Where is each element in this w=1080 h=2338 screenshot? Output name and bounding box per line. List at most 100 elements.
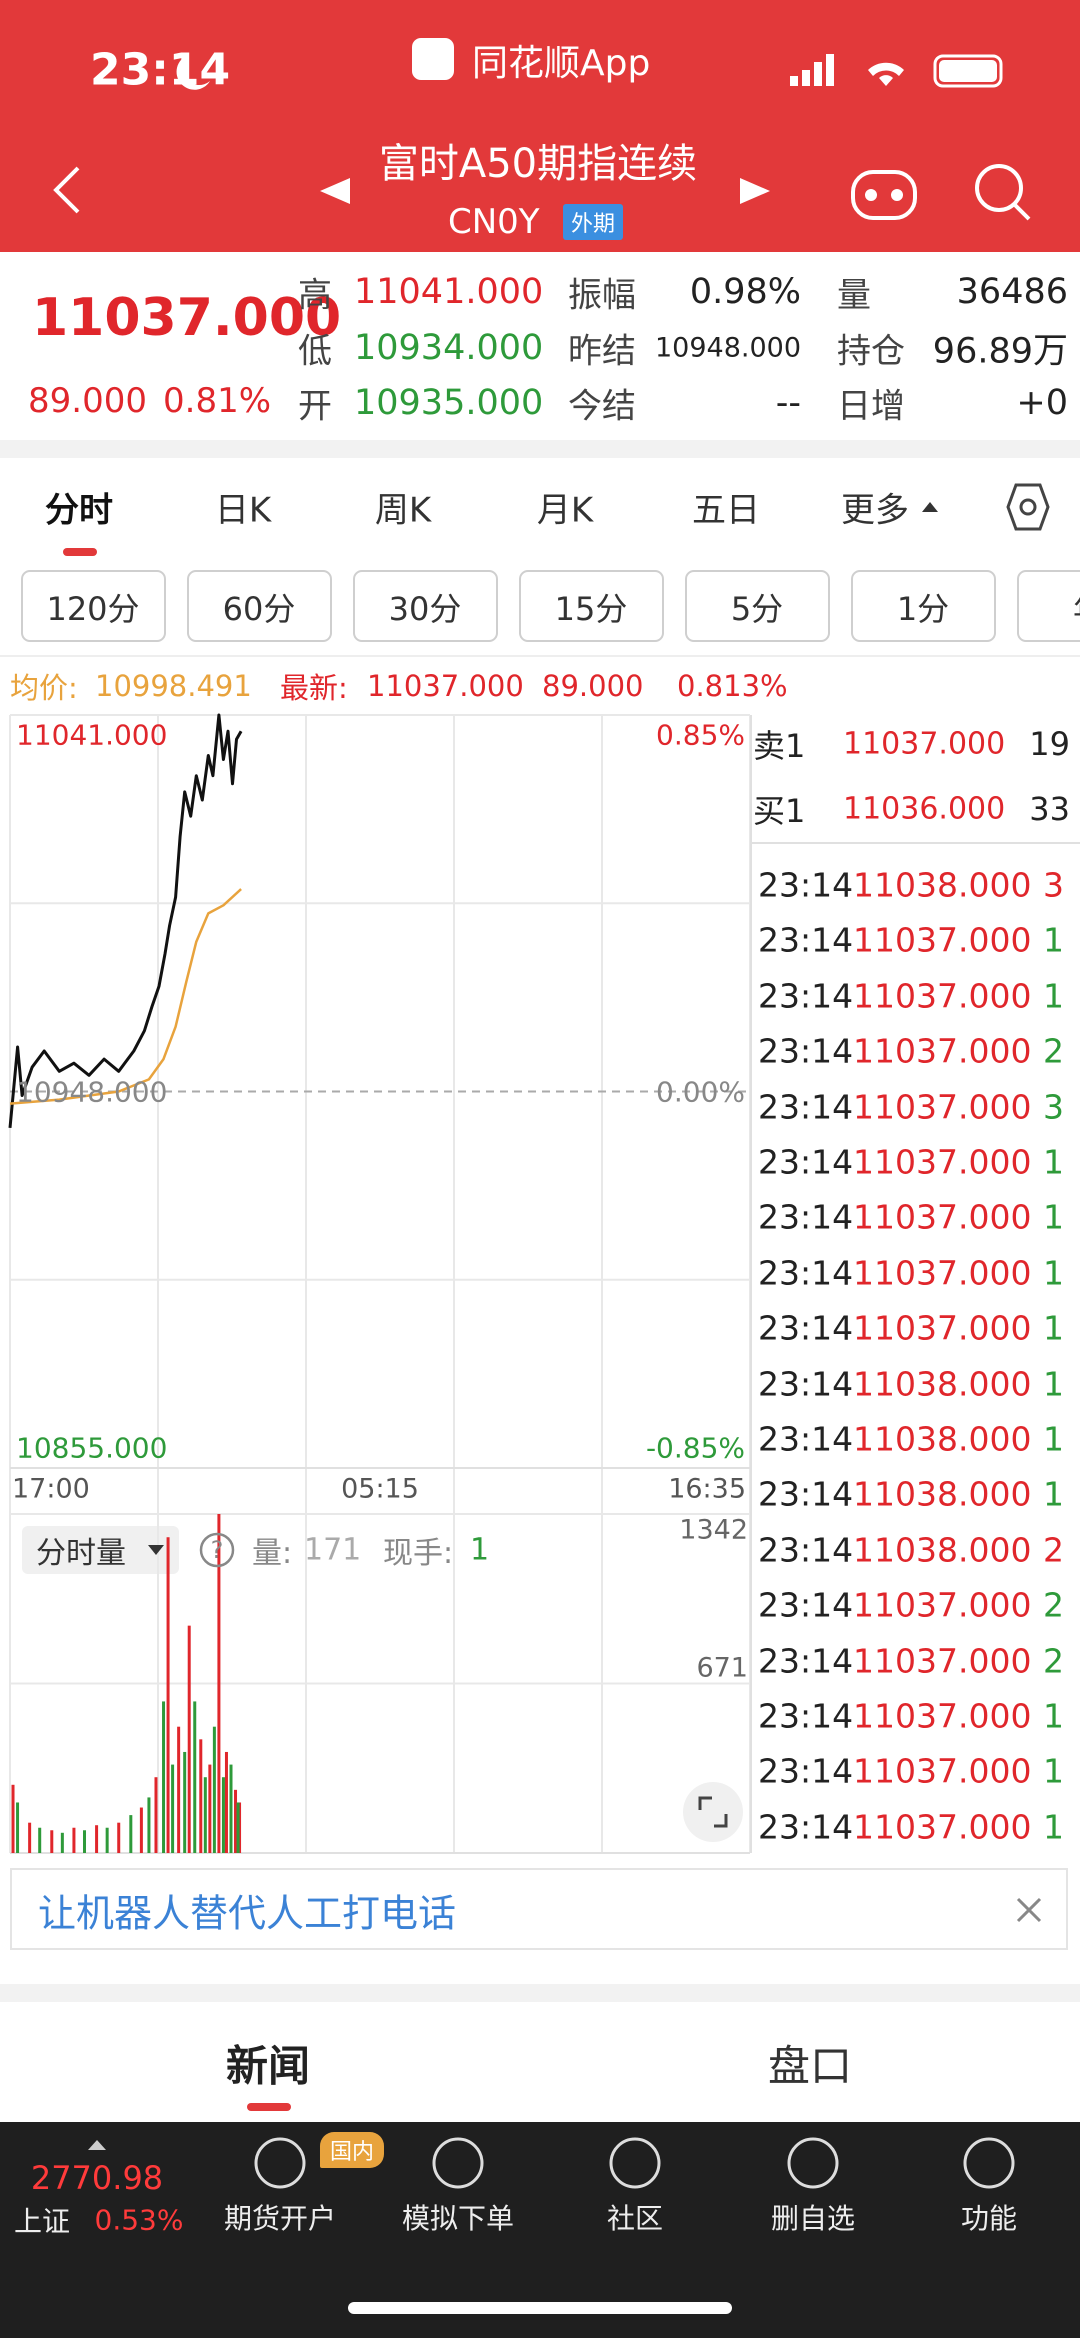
ad-text[interactable]: 让机器人替代人工打电话 bbox=[38, 1891, 457, 1936]
app-name: 同花顺App bbox=[472, 43, 651, 84]
trade-volume: 3 bbox=[1043, 1087, 1064, 1127]
price-line bbox=[8, 713, 243, 1129]
trade-price: 11037.000 bbox=[853, 976, 1032, 1016]
index-name[interactable]: 上证 bbox=[13, 2205, 71, 2238]
nav-icons[interactable] bbox=[53, 164, 1031, 221]
expand-button[interactable] bbox=[683, 1782, 743, 1842]
trade-volume: 1 bbox=[1043, 1142, 1064, 1182]
separator bbox=[0, 655, 1080, 657]
volume-bar bbox=[199, 1739, 203, 1853]
settings-icon[interactable] bbox=[1019, 498, 1037, 516]
nav-label[interactable]: 社区 bbox=[606, 2202, 664, 2235]
nav-icon[interactable] bbox=[787, 2137, 839, 2189]
trade-price: 11037.000 bbox=[853, 1751, 1032, 1791]
field-label: 高 bbox=[298, 275, 332, 316]
trade-volume: 2 bbox=[1043, 1530, 1064, 1570]
help-icon[interactable]: ? bbox=[210, 1536, 224, 1564]
market-badge: 外期 bbox=[563, 204, 624, 240]
interval-label[interactable]: 60分 bbox=[222, 590, 296, 628]
volume-bar bbox=[129, 1815, 133, 1853]
bottom-tab[interactable]: 盘口 bbox=[767, 2041, 853, 2091]
avg-price: 10998.491 bbox=[95, 669, 252, 703]
interval-chip[interactable] bbox=[1017, 570, 1080, 642]
index-pct[interactable]: 0.53% bbox=[94, 2203, 184, 2237]
trade-time: 23:14 bbox=[758, 1696, 854, 1736]
selector-arrow[interactable] bbox=[148, 1545, 164, 1555]
volume-bar bbox=[95, 1825, 99, 1853]
interval-label[interactable]: 年 bbox=[1073, 584, 1080, 630]
nav-label[interactable]: 期货开户 bbox=[223, 2202, 337, 2235]
volume-bar bbox=[187, 1625, 191, 1853]
trade-time: 23:14 bbox=[758, 1308, 854, 1348]
close-icon[interactable] bbox=[1016, 1897, 1042, 1923]
bottom-tab[interactable]: 新闻 bbox=[225, 2041, 311, 2091]
interval-chip[interactable] bbox=[519, 570, 664, 642]
settings-icon[interactable] bbox=[1006, 483, 1050, 531]
trade-price: 11037.000 bbox=[853, 1585, 1032, 1625]
interval-chip[interactable] bbox=[685, 570, 830, 642]
trade-time: 23:14 bbox=[758, 1641, 854, 1681]
interval-chip[interactable] bbox=[851, 570, 996, 642]
trade-time: 23:14 bbox=[758, 1087, 854, 1127]
price-line bbox=[9, 888, 242, 1105]
help-circle[interactable] bbox=[199, 1532, 235, 1568]
trade-volume: 2 bbox=[1043, 1585, 1064, 1625]
nav-icon[interactable] bbox=[963, 2137, 1015, 2189]
interval-label[interactable]: 120分 bbox=[46, 590, 140, 628]
latest-price: 11037.000 bbox=[367, 669, 524, 703]
volume-bar bbox=[11, 1784, 15, 1853]
field-value: +0 bbox=[1016, 383, 1068, 423]
expand-icon[interactable] bbox=[698, 1796, 728, 1828]
trade-price: 11037.000 bbox=[853, 1031, 1032, 1071]
field-label: 振幅 bbox=[568, 275, 636, 316]
interval-label[interactable]: 15分 bbox=[554, 590, 628, 628]
chart-tab[interactable]: 日K bbox=[214, 490, 272, 531]
y-tick-label: 671 bbox=[696, 1652, 748, 1683]
volume-selector[interactable]: 分时量 bbox=[36, 1536, 126, 1571]
interval-chip[interactable] bbox=[21, 570, 166, 642]
volume-bar bbox=[171, 1764, 175, 1853]
volume-bar bbox=[212, 1726, 216, 1853]
interval-label[interactable]: 5分 bbox=[730, 590, 784, 628]
volume-bar bbox=[154, 1777, 158, 1853]
trade-price: 11038.000 bbox=[853, 1364, 1032, 1404]
y2-tick-label: 0.00% bbox=[656, 1075, 745, 1108]
nav-label[interactable]: 模拟下单 bbox=[401, 2202, 515, 2235]
field-value: 10934.000 bbox=[354, 328, 544, 368]
ad-box[interactable] bbox=[10, 1868, 1068, 1950]
x-tick-label: 05:15 bbox=[341, 1473, 419, 1505]
chart-tab[interactable]: 月K bbox=[536, 490, 594, 531]
y2-tick-label: 0.85% bbox=[656, 718, 745, 752]
trade-price: 11037.000 bbox=[853, 1308, 1032, 1348]
header-bg bbox=[0, 0, 1080, 252]
more-arrow[interactable] bbox=[922, 502, 938, 512]
chart-tab[interactable]: 周K bbox=[374, 490, 432, 531]
trade-time: 23:14 bbox=[758, 1419, 854, 1459]
trade-price: 11037.000 bbox=[853, 920, 1032, 960]
nav-label[interactable]: 删自选 bbox=[770, 2202, 856, 2235]
trade-time: 23:14 bbox=[758, 1364, 854, 1404]
status-time: 23:14 bbox=[90, 44, 231, 96]
field-label: 低 bbox=[298, 331, 332, 372]
trade-price: 11037.000 bbox=[853, 1253, 1032, 1293]
interval-chip[interactable] bbox=[353, 570, 498, 642]
nav-icon[interactable] bbox=[432, 2137, 484, 2189]
latest-change: 89.000 bbox=[542, 669, 644, 703]
page-title[interactable]: 富时A50期指连续 bbox=[378, 141, 698, 187]
trade-volume: 1 bbox=[1043, 1474, 1064, 1514]
chart-tab[interactable]: 五日 bbox=[692, 490, 760, 531]
field-label: 开 bbox=[298, 386, 332, 427]
trade-price: 11037.000 bbox=[853, 1696, 1032, 1736]
interval-chip[interactable] bbox=[187, 570, 332, 642]
nav-label[interactable]: 功能 bbox=[960, 2202, 1018, 2235]
book-label: 卖1 bbox=[753, 727, 806, 765]
chart-tab[interactable]: 更多 bbox=[841, 490, 909, 531]
chart-tab[interactable]: 分时 bbox=[45, 490, 113, 531]
nav-icon[interactable] bbox=[609, 2137, 661, 2189]
price-change: 89.000 bbox=[28, 381, 147, 421]
interval-label[interactable]: 1分 bbox=[896, 590, 950, 628]
index-arrow bbox=[88, 2140, 106, 2150]
index-value[interactable]: 2770.98 bbox=[30, 2159, 164, 2197]
nav-icon[interactable] bbox=[254, 2137, 306, 2189]
interval-label[interactable]: 30分 bbox=[388, 590, 462, 628]
